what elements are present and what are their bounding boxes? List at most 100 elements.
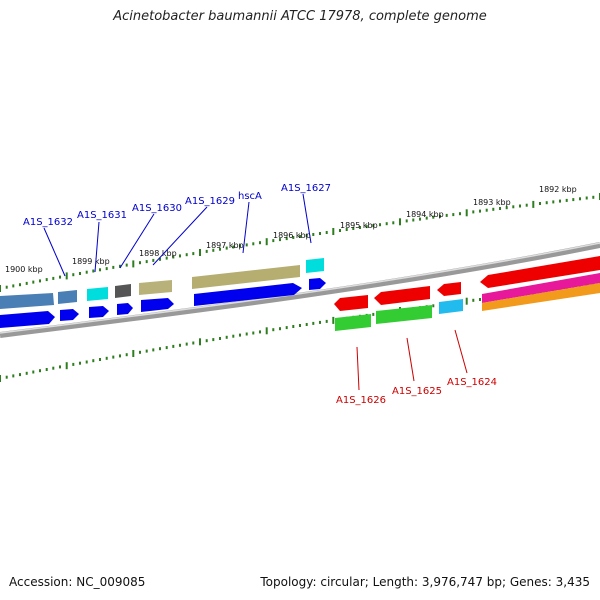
minor-tick <box>379 223 381 227</box>
minor-tick <box>579 197 581 201</box>
minor-tick <box>185 253 188 257</box>
genome-summary-text: Topology: circular; Length: 3,976,747 bp… <box>260 575 590 589</box>
gene-a1s-1625-feature[interactable] <box>376 305 432 324</box>
accession-text: Accession: NC_009085 <box>9 575 146 589</box>
minor-tick <box>165 346 168 350</box>
gene-a1s-1632-feature[interactable] <box>0 293 54 309</box>
minor-tick <box>72 362 75 366</box>
minor-tick <box>252 331 255 335</box>
forward-arrow-1[interactable] <box>0 311 55 328</box>
gene-a1s-1626-feature[interactable] <box>335 314 371 331</box>
minor-tick <box>12 374 15 378</box>
major-tick <box>0 285 1 292</box>
minor-tick <box>432 215 435 219</box>
reverse-band-orange[interactable] <box>482 283 600 311</box>
gene-label-hsca[interactable]: hscA <box>238 191 262 202</box>
forward-genes-upper <box>0 258 324 309</box>
forward-arrow-3[interactable] <box>89 306 109 318</box>
minor-tick <box>19 373 21 377</box>
minor-tick <box>5 285 8 289</box>
gene-label-a1s-1624[interactable]: A1S_1624 <box>447 377 497 388</box>
major-tick <box>132 350 135 357</box>
forward-arrow-6[interactable] <box>194 283 302 306</box>
tick-labels: 1900 kbp 1899 kbp 1898 kbp 1897 kbp 1896… <box>5 185 577 274</box>
minor-tick <box>52 366 55 370</box>
minor-tick <box>165 256 168 260</box>
minor-tick <box>552 200 555 204</box>
major-tick <box>399 218 401 226</box>
minor-tick <box>172 344 175 348</box>
reverse-arrow-4[interactable] <box>480 256 600 288</box>
forward-arrow-7[interactable] <box>309 278 326 290</box>
tick-label-1899-kbp: 1899 kbp <box>72 257 110 266</box>
minor-tick <box>319 232 321 235</box>
minor-tick <box>392 221 395 225</box>
gene-label-a1s-1625[interactable]: A1S_1625 <box>392 386 442 397</box>
gene-a1s-1627-feature[interactable] <box>306 258 324 273</box>
minor-tick <box>585 196 588 200</box>
minor-tick <box>119 264 121 268</box>
major-tick <box>532 200 535 208</box>
reverse-arrow-2[interactable] <box>374 286 430 305</box>
minor-tick <box>312 233 315 236</box>
gene-a1s-1629-feature[interactable] <box>139 280 172 295</box>
reverse-label-leaders <box>356 329 468 391</box>
minor-tick <box>85 360 88 364</box>
minor-tick <box>572 198 575 202</box>
major-tick <box>332 316 335 324</box>
minor-tick <box>365 225 368 229</box>
minor-tick <box>12 284 15 288</box>
minor-tick <box>119 354 121 358</box>
gene-label-a1s-1626[interactable]: A1S_1626 <box>336 395 386 406</box>
minor-tick <box>285 326 288 330</box>
minor-tick <box>85 270 88 274</box>
major-tick <box>199 338 201 346</box>
minor-tick <box>292 325 295 328</box>
gene-a1s-1631-feature[interactable] <box>87 287 108 301</box>
minor-tick <box>72 273 75 277</box>
minor-tick <box>452 213 455 217</box>
minor-tick <box>59 365 61 369</box>
reverse-band-magenta[interactable] <box>482 273 600 303</box>
forward-arrow-4[interactable] <box>117 303 133 315</box>
minor-tick <box>232 245 235 249</box>
gene-a1s-1631a-feature[interactable] <box>58 290 77 304</box>
gene-label-a1s-1631[interactable]: A1S_1631 <box>77 210 127 221</box>
gene-label-a1s-1630[interactable]: A1S_1630 <box>132 203 182 214</box>
forward-arrow-5[interactable] <box>141 298 174 312</box>
minor-tick <box>545 201 548 205</box>
minor-tick <box>345 228 348 231</box>
gene-label-a1s-1629[interactable]: A1S_1629 <box>185 196 235 207</box>
minor-tick <box>272 239 275 243</box>
minor-tick <box>152 348 155 352</box>
gene-a1s-1630-feature[interactable] <box>115 284 131 298</box>
minor-tick <box>192 341 195 345</box>
minor-tick <box>212 338 215 342</box>
gene-label-a1s-1632[interactable]: A1S_1632 <box>23 217 73 228</box>
minor-tick <box>25 371 28 375</box>
minor-tick <box>305 234 308 237</box>
gene-a1s-1624-feature[interactable] <box>439 299 463 314</box>
minor-tick <box>372 312 375 316</box>
minor-tick <box>52 276 55 280</box>
minor-tick <box>325 319 328 323</box>
minor-tick <box>32 370 35 374</box>
minor-tick <box>285 237 288 241</box>
reverse-arrow-3[interactable] <box>437 282 461 296</box>
reverse-arrow-1[interactable] <box>334 295 368 311</box>
minor-tick <box>439 214 441 218</box>
forward-arrow-2[interactable] <box>60 309 79 321</box>
gene-label-a1s-1627[interactable]: A1S_1627 <box>281 183 331 194</box>
minor-tick <box>139 261 141 265</box>
gene-hsca-feature[interactable] <box>192 265 300 289</box>
minor-tick <box>305 323 308 326</box>
minor-tick <box>299 324 301 327</box>
minor-tick <box>592 195 595 199</box>
minor-tick <box>519 204 521 208</box>
minor-tick <box>225 335 228 339</box>
minor-tick <box>192 252 195 256</box>
minor-tick <box>225 246 228 250</box>
minor-tick <box>39 279 41 283</box>
minor-tick <box>92 269 95 273</box>
minor-tick <box>145 260 148 264</box>
